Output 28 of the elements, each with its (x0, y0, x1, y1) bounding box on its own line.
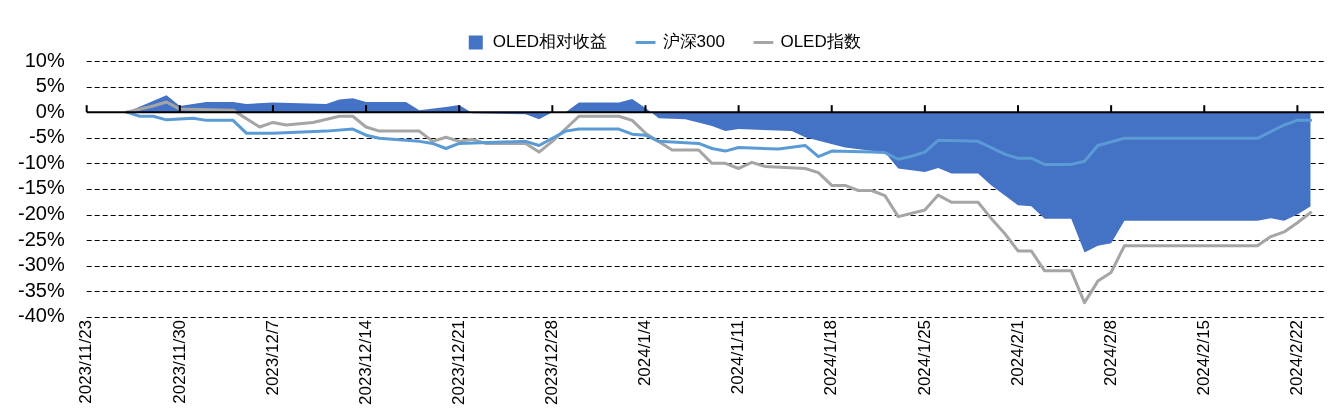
legend-label: OLED指数 (780, 32, 861, 52)
legend-label: OLED相对收益 (492, 32, 608, 52)
x-tick-label: 2024/1/18 (821, 319, 841, 396)
y-tick-label: 5% (35, 74, 65, 97)
x-tick-label: 2024/2/8 (1100, 319, 1120, 387)
x-tick-label: 2024/2/15 (1193, 319, 1213, 396)
x-tick-label: 2023/11/23 (76, 319, 96, 404)
y-tick-label: -30% (17, 253, 65, 276)
y-tick-label: -20% (17, 202, 65, 225)
y-tick-label: -10% (17, 150, 65, 173)
x-tick-label: 2024/1/11 (728, 319, 748, 395)
x-tick-label: 2023/11/30 (169, 319, 189, 404)
y-tick-label: -40% (17, 304, 65, 327)
y-tick-label: -35% (17, 278, 65, 301)
y-tick-label: 0% (35, 99, 65, 122)
x-tick-label: 2023/12/21 (448, 319, 468, 406)
y-tick-label: -15% (17, 176, 65, 199)
x-tick-label: 2023/12/14 (355, 319, 375, 406)
y-tick-label: -5% (29, 125, 65, 148)
y-tick-label: -25% (17, 227, 65, 250)
x-tick-label: 2023/12/7 (262, 319, 282, 396)
x-tick-label: 2024/2/1 (1007, 319, 1027, 387)
x-tick-label: 2024/2/22 (1287, 319, 1307, 396)
x-tick-label: 2023/12/28 (542, 319, 562, 406)
x-tick-label: 2024/1/4 (635, 319, 655, 387)
legend-label: 沪深300 (662, 32, 725, 52)
y-tick-label: 10% (24, 48, 65, 71)
x-tick-label: 2024/1/25 (914, 319, 934, 396)
